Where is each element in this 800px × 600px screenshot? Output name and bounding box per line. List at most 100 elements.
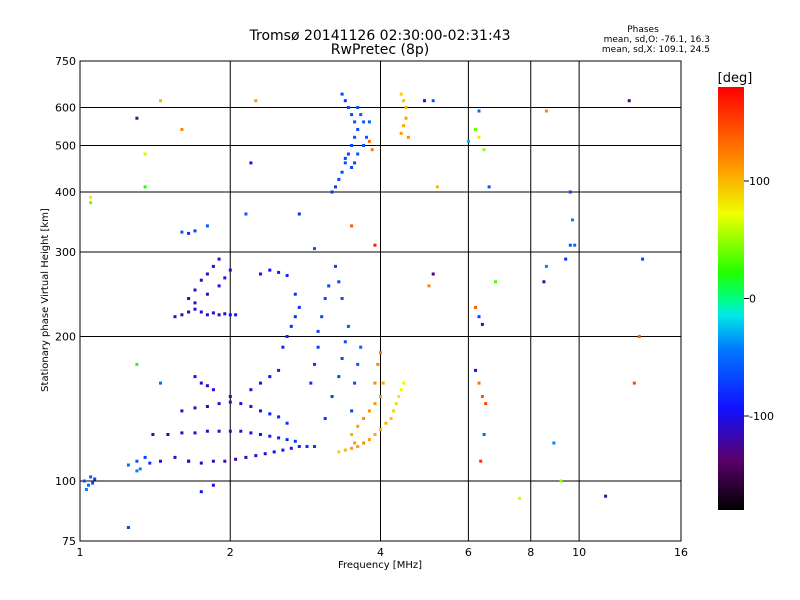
echo-point bbox=[340, 357, 344, 360]
echo-point bbox=[367, 120, 371, 124]
echo-point bbox=[494, 280, 497, 284]
colorbar bbox=[718, 87, 744, 510]
echo-point bbox=[217, 257, 221, 261]
echo-point bbox=[173, 455, 177, 459]
echo-point bbox=[211, 483, 215, 487]
echo-point bbox=[353, 120, 357, 124]
echo-point bbox=[234, 313, 238, 317]
echo-point bbox=[228, 313, 232, 317]
echo-point bbox=[228, 268, 232, 272]
echo-point bbox=[337, 375, 341, 379]
echo-point bbox=[431, 99, 435, 103]
echo-point bbox=[627, 99, 631, 103]
echo-point bbox=[632, 381, 636, 385]
echo-point bbox=[205, 384, 209, 388]
echo-point bbox=[228, 395, 232, 398]
echo-point bbox=[334, 264, 337, 268]
x-tick-label: 16 bbox=[674, 546, 688, 559]
y-tick-label: 100 bbox=[55, 475, 76, 488]
echo-point bbox=[143, 455, 147, 459]
echo-point bbox=[148, 461, 152, 465]
y-axis-ticks: 75 100 200 300 400 500 600 750 bbox=[55, 55, 76, 548]
echo-point bbox=[166, 433, 170, 436]
echo-point bbox=[542, 280, 546, 284]
x-tick-label: 1 bbox=[77, 546, 84, 559]
echo-point bbox=[205, 292, 209, 296]
echo-point bbox=[211, 264, 215, 268]
echo-point bbox=[604, 494, 608, 498]
echo-point bbox=[217, 313, 221, 317]
echo-point bbox=[244, 212, 248, 216]
echo-point bbox=[239, 402, 243, 406]
echo-point bbox=[193, 288, 197, 292]
echo-point bbox=[187, 231, 191, 235]
echo-point bbox=[487, 185, 491, 189]
echo-point bbox=[343, 340, 347, 344]
echo-point bbox=[199, 461, 203, 465]
echo-point bbox=[573, 243, 577, 247]
x-tick-label: 2 bbox=[227, 546, 234, 559]
echo-point bbox=[362, 417, 366, 420]
echo-point bbox=[323, 417, 327, 420]
echo-point bbox=[402, 99, 406, 103]
y-tick-label: 300 bbox=[55, 246, 76, 259]
echo-point bbox=[356, 362, 360, 366]
echo-point bbox=[259, 272, 262, 276]
echo-point bbox=[217, 284, 221, 288]
echo-point bbox=[482, 433, 486, 436]
chart-title: Tromsø 20141126 02:30:00-02:31:43 bbox=[249, 28, 511, 44]
chart-subtitle: RwPretec (8p) bbox=[331, 42, 429, 58]
colorbar-tick-label: -100 bbox=[749, 410, 774, 423]
echo-point bbox=[359, 345, 363, 349]
echo-point bbox=[544, 264, 548, 268]
echo-point bbox=[337, 450, 341, 454]
echo-point bbox=[392, 409, 396, 413]
echo-point bbox=[350, 224, 354, 228]
echo-point bbox=[477, 315, 481, 319]
echo-point bbox=[159, 381, 162, 385]
echo-point bbox=[285, 274, 289, 277]
echo-point bbox=[402, 124, 406, 128]
echo-point bbox=[193, 375, 197, 379]
echo-point bbox=[571, 218, 574, 222]
echo-point bbox=[135, 459, 139, 463]
y-tick-label: 75 bbox=[62, 535, 76, 548]
echo-point bbox=[376, 362, 380, 366]
echo-point bbox=[365, 135, 368, 139]
x-axis-ticks: 1 2 4 6 8 10 16 bbox=[77, 546, 689, 559]
echo-point bbox=[305, 445, 309, 448]
echo-point bbox=[346, 324, 350, 328]
colorbar-ticks: 100 0 -100 bbox=[744, 175, 774, 423]
echo-point bbox=[82, 479, 86, 483]
echo-point bbox=[205, 429, 209, 433]
echo-point bbox=[356, 106, 360, 109]
echo-point bbox=[135, 362, 139, 366]
echo-point bbox=[254, 454, 258, 458]
echo-point bbox=[199, 278, 203, 282]
echo-point bbox=[297, 212, 301, 216]
y-tick-label: 750 bbox=[55, 55, 76, 68]
echo-point bbox=[205, 405, 209, 408]
echo-point bbox=[362, 441, 366, 445]
echo-point bbox=[327, 284, 331, 288]
echo-point bbox=[340, 92, 344, 96]
phases-line-o: mean, sd,O: -76.1, 16.3 bbox=[604, 35, 710, 45]
echo-point bbox=[379, 351, 382, 355]
echo-point bbox=[277, 270, 281, 274]
echo-point bbox=[641, 257, 645, 261]
echo-point bbox=[484, 402, 488, 406]
echo-point bbox=[316, 345, 320, 349]
echo-point bbox=[320, 315, 324, 319]
echo-point bbox=[330, 395, 334, 398]
echo-point bbox=[249, 388, 253, 392]
echo-point bbox=[89, 201, 93, 205]
echo-point bbox=[379, 428, 382, 432]
echo-point bbox=[193, 229, 197, 233]
colorbar-tick-label: 100 bbox=[749, 175, 770, 188]
echo-point bbox=[316, 329, 320, 333]
echo-point bbox=[259, 409, 262, 413]
echo-point bbox=[126, 526, 130, 529]
echo-point bbox=[159, 99, 162, 103]
echo-point bbox=[313, 362, 316, 366]
echo-point bbox=[89, 475, 93, 479]
